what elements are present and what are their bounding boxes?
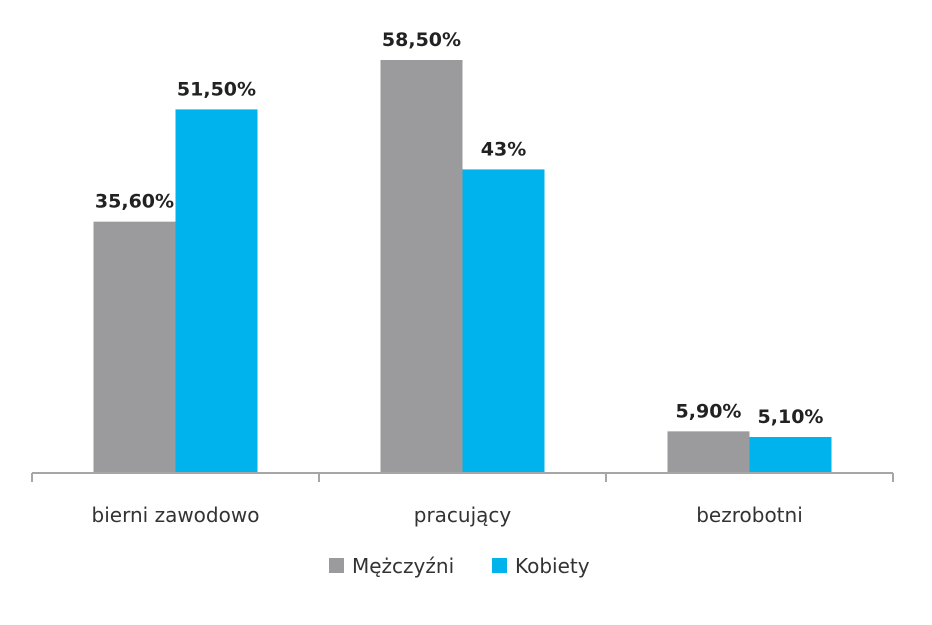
- legend-swatch-men: [329, 558, 344, 573]
- category-label: bierni zawodowo: [92, 503, 260, 527]
- legend-label-men: Mężczyźni: [352, 554, 454, 578]
- bar-men-0: [93, 221, 176, 473]
- category-label: bezrobotni: [696, 503, 803, 527]
- value-label: 43%: [481, 138, 526, 160]
- value-label: 51,50%: [177, 78, 256, 100]
- value-label: 5,90%: [676, 400, 742, 422]
- bar-women-1: [462, 169, 545, 474]
- legend-swatch-women: [492, 558, 507, 573]
- bar-men-1: [380, 59, 463, 474]
- bar-women-2: [749, 436, 832, 473]
- bar-men-2: [667, 431, 750, 473]
- value-label: 35,60%: [95, 191, 174, 213]
- bar-women-0: [175, 109, 258, 473]
- category-labels-layer: bierni zawodowo pracujący bezrobotni: [92, 503, 803, 527]
- value-label: 58,50%: [382, 29, 461, 51]
- category-label: pracujący: [414, 503, 512, 527]
- value-labels-layer: 35,60% 51,50% 58,50% 43% 5,90% 5,10%: [95, 29, 824, 428]
- bars-layer: [93, 59, 832, 474]
- value-label: 5,10%: [758, 406, 824, 428]
- legend: Mężczyźni Kobiety: [329, 554, 590, 578]
- legend-label-women: Kobiety: [515, 554, 590, 578]
- x-axis: [31, 472, 894, 482]
